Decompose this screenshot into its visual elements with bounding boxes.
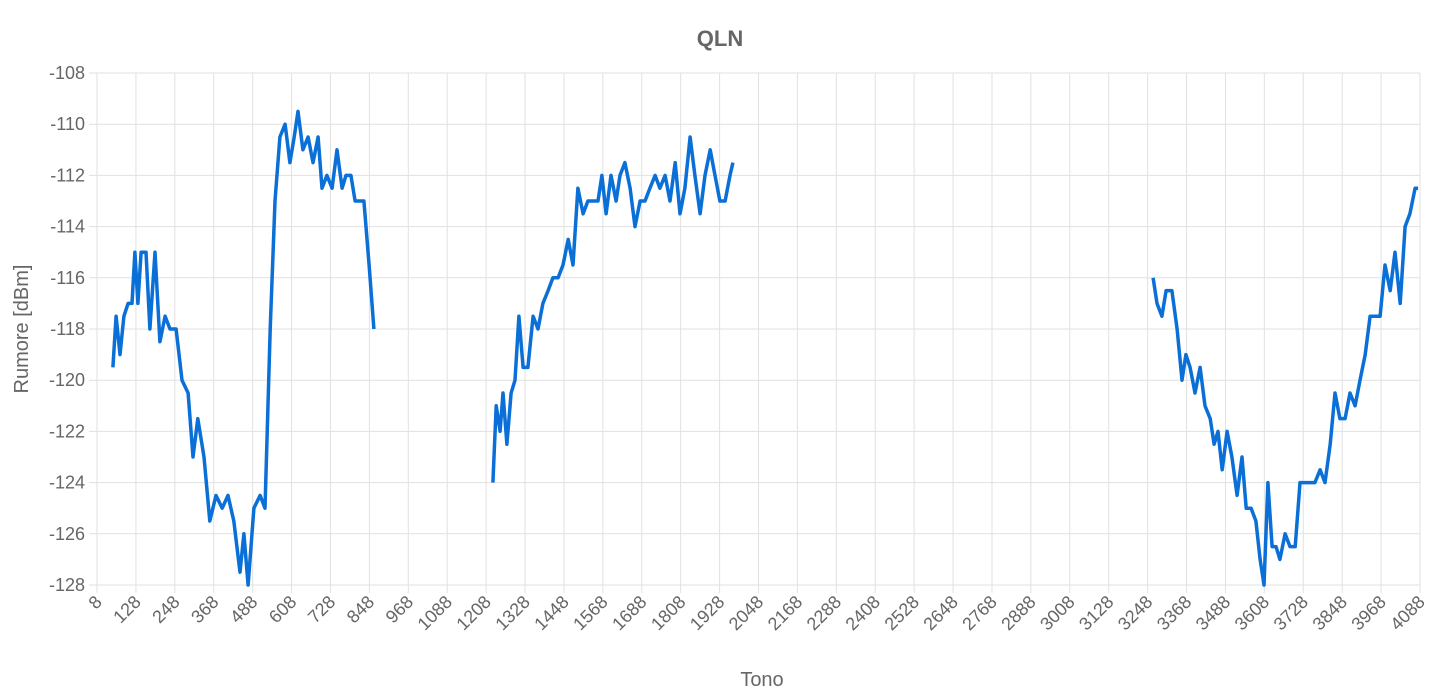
x-tick-label: 1328 xyxy=(491,592,533,634)
x-tick-label: 2888 xyxy=(997,592,1039,634)
y-tick-label: -108 xyxy=(49,63,85,83)
x-tick-label: 968 xyxy=(382,592,417,627)
x-tick-label: 1688 xyxy=(608,592,650,634)
x-tick-label: 1568 xyxy=(569,592,611,634)
x-tick-label: 3968 xyxy=(1347,592,1389,634)
x-tick-label: 3848 xyxy=(1309,592,1351,634)
x-tick-label: 4088 xyxy=(1386,592,1428,634)
x-tick-label: 8 xyxy=(85,592,106,613)
x-tick-label: 2288 xyxy=(803,592,845,634)
x-tick-label: 1808 xyxy=(647,592,689,634)
y-tick-label: -114 xyxy=(50,217,85,237)
y-tick-label: -120 xyxy=(49,370,85,390)
y-tick-label: -128 xyxy=(49,575,85,595)
x-axis-label: Tono xyxy=(740,669,783,691)
y-tick-label: -124 xyxy=(49,473,85,493)
y-tick-label: -112 xyxy=(50,165,85,185)
x-tick-label: 2408 xyxy=(842,592,884,634)
x-tick-label: 608 xyxy=(265,592,300,627)
y-tick-label: -126 xyxy=(49,524,85,544)
data-line xyxy=(111,109,1419,587)
x-tick-label: 728 xyxy=(304,592,339,627)
x-tick-label: 3728 xyxy=(1270,592,1312,634)
x-tick-label: 2648 xyxy=(919,592,961,634)
x-tick-label: 3608 xyxy=(1231,592,1273,634)
y-tick-label: -116 xyxy=(50,268,85,288)
x-tick-label: 1448 xyxy=(530,592,572,634)
x-tick-label: 2048 xyxy=(725,592,767,634)
chart-title: QLN xyxy=(697,26,743,51)
x-tick-label: 128 xyxy=(109,592,144,627)
x-tick-label: 3488 xyxy=(1192,592,1234,634)
y-tick-label: -110 xyxy=(50,114,85,134)
y-axis-label: Rumore [dBm] xyxy=(11,265,33,394)
x-tick-label: 2768 xyxy=(958,592,1000,634)
x-tick-label: 368 xyxy=(187,592,222,627)
x-tick-label: 2528 xyxy=(881,592,923,634)
x-tick-label: 3368 xyxy=(1153,592,1195,634)
x-tick-label: 3008 xyxy=(1036,592,1078,634)
x-tick-label: 248 xyxy=(148,592,183,627)
y-tick-label: -118 xyxy=(50,319,85,339)
x-tick-label: 1088 xyxy=(414,592,456,634)
x-tick-label: 1928 xyxy=(686,592,728,634)
x-tick-label: 3248 xyxy=(1114,592,1156,634)
x-tick-label: 848 xyxy=(343,592,378,627)
x-tick-label: 2168 xyxy=(764,592,806,634)
x-tick-label: 3128 xyxy=(1075,592,1117,634)
x-tick-label: 488 xyxy=(226,592,261,627)
x-tick-label: 1208 xyxy=(452,592,494,634)
y-tick-label: -122 xyxy=(49,421,85,441)
